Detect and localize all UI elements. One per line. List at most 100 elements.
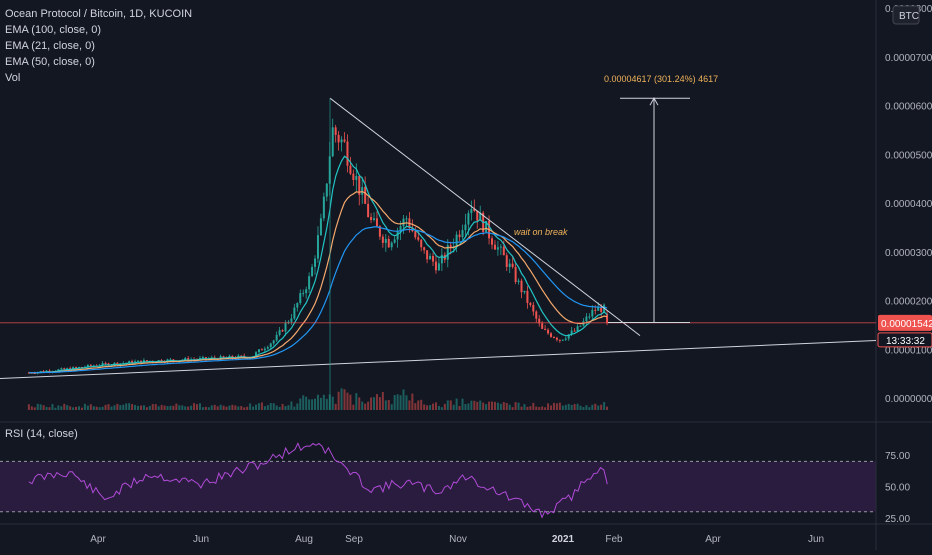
price-badge[interactable] [878,314,932,331]
candle-body[interactable] [479,212,482,221]
candle-body[interactable] [414,231,417,238]
candle-body[interactable] [378,226,381,237]
candle-body[interactable] [417,237,420,240]
candle-body[interactable] [343,139,346,142]
candle-body[interactable] [446,245,449,260]
candle-body[interactable] [293,307,296,319]
legend-volume[interactable]: Vol [5,72,21,84]
candle-body[interactable] [393,239,396,243]
legend-title[interactable]: Ocean Protocol / Bitcoin, 1D, KUCOIN [5,8,193,20]
candle-body[interactable] [78,366,81,368]
candle-body[interactable] [420,239,423,248]
candle-body[interactable] [502,246,505,256]
candle-body[interactable] [499,246,502,248]
candle-body[interactable] [544,328,547,330]
candle-body[interactable] [514,266,517,282]
candle-body[interactable] [319,218,322,236]
candle-body[interactable] [526,290,529,303]
candle-body[interactable] [485,220,488,233]
candle-body[interactable] [284,322,287,332]
candle-body[interactable] [33,372,36,374]
candle-body[interactable] [591,309,594,317]
candle-body[interactable] [278,330,281,335]
candle-body[interactable] [390,242,393,248]
candle-body[interactable] [60,368,63,370]
candle-body[interactable] [349,165,352,174]
candle-body[interactable] [39,371,42,373]
candle-body[interactable] [104,362,107,364]
candle-body[interactable] [355,175,358,180]
candle-body[interactable] [423,247,426,251]
candle-body[interactable] [458,234,461,238]
candle-body[interactable] [57,369,60,371]
candle-body[interactable] [137,360,140,362]
candle-body[interactable] [511,263,514,267]
candle-body[interactable] [27,372,30,374]
candle-body[interactable] [576,326,579,332]
candle-body[interactable] [364,187,367,204]
candle-body[interactable] [470,209,473,214]
candle-body[interactable] [491,238,494,245]
candle-body[interactable] [452,245,455,248]
candle-body[interactable] [361,187,364,195]
candle-body[interactable] [184,358,187,360]
note-annotation[interactable]: wait on break [514,227,568,237]
candle-body[interactable] [263,348,266,351]
candle-body[interactable] [573,330,576,332]
candle-body[interactable] [311,266,314,277]
candle-body[interactable] [255,352,258,357]
candle-body[interactable] [434,261,437,271]
candle-body[interactable] [275,334,278,341]
candle-body[interactable] [169,359,172,361]
candle-body[interactable] [346,141,349,166]
candle-body[interactable] [476,211,479,221]
candle-body[interactable] [116,362,119,365]
candle-body[interactable] [204,357,207,359]
candle-body[interactable] [325,183,328,197]
candle-body[interactable] [464,224,467,231]
candle-body[interactable] [331,127,334,157]
candle-body[interactable] [257,349,260,353]
candle-body[interactable] [535,311,538,319]
candle-body[interactable] [128,361,131,363]
candle-body[interactable] [316,235,319,259]
candle-body[interactable] [426,250,429,260]
candle-body[interactable] [461,230,464,238]
legend-ema-100[interactable]: EMA (100, close, 0) [5,24,101,36]
candle-body[interactable] [432,255,435,262]
candle-body[interactable] [86,364,89,367]
candle-body[interactable] [269,343,272,348]
candle-body[interactable] [75,367,78,369]
candle-body[interactable] [473,209,476,212]
candle-body[interactable] [555,337,558,340]
candle-body[interactable] [594,309,597,311]
candle-body[interactable] [387,238,390,248]
candle-body[interactable] [520,280,523,293]
candle-body[interactable] [340,139,343,143]
candle-body[interactable] [429,255,432,260]
candle-body[interactable] [89,364,92,366]
candle-body[interactable] [290,318,293,322]
candle-body[interactable] [541,323,544,329]
candle-body[interactable] [437,263,440,271]
candle-body[interactable] [370,217,373,220]
candle-body[interactable] [113,362,116,365]
candle-body[interactable] [550,333,553,337]
candle-body[interactable] [381,236,384,243]
candle-body[interactable] [405,218,408,220]
candle-body[interactable] [296,303,299,308]
candle-body[interactable] [172,359,175,361]
candle-body[interactable] [547,329,550,334]
candle-body[interactable] [145,360,148,362]
candle-body[interactable] [66,368,69,370]
candle-body[interactable] [266,347,269,349]
candle-body[interactable] [399,226,402,231]
candle-body[interactable] [467,213,470,225]
candle-body[interactable] [558,339,561,341]
descending-trendline[interactable] [329,97,641,336]
candle-body[interactable] [567,334,570,339]
legend-ema-21[interactable]: EMA (21, close, 0) [5,40,95,52]
candle-body[interactable] [561,339,564,341]
candle-body[interactable] [222,356,225,358]
